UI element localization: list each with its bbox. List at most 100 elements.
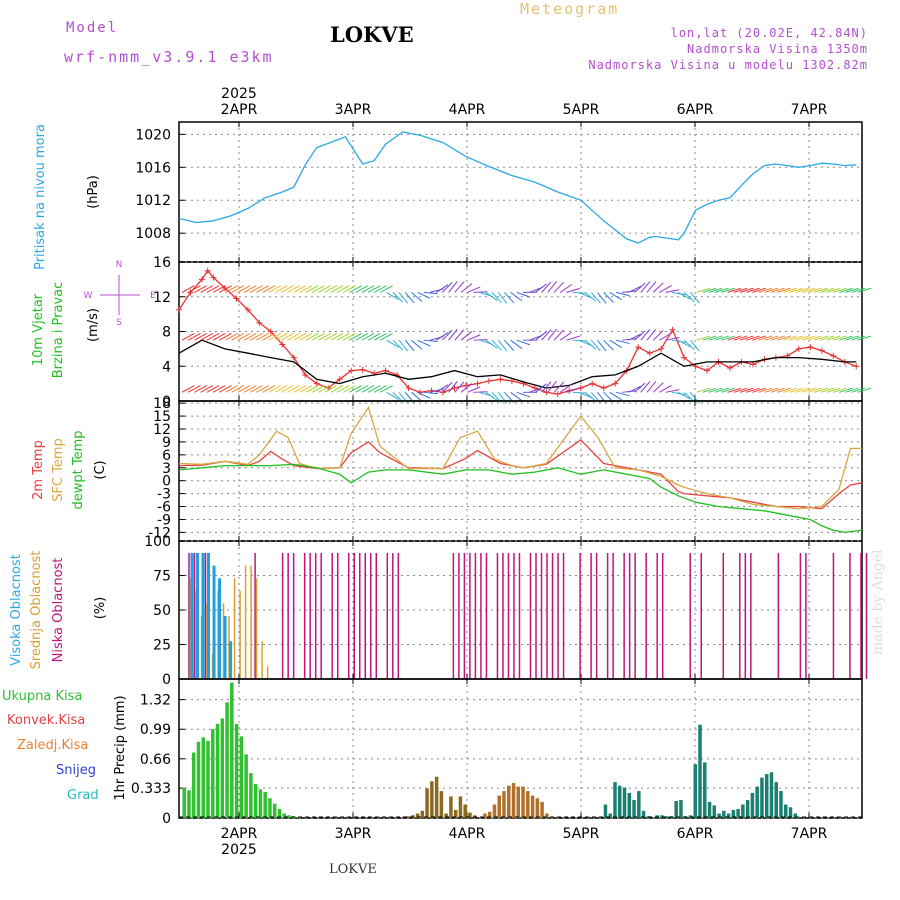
precip-bar [277, 809, 282, 818]
precip-bar [468, 812, 472, 818]
wind-barb [739, 287, 754, 293]
wind-barb [665, 389, 680, 393]
wind-barb [733, 335, 748, 341]
wind-barb [373, 333, 387, 341]
wind-barb [280, 333, 294, 341]
wind-barb [218, 385, 232, 393]
wind-barb [696, 287, 711, 293]
wind-point [704, 367, 711, 374]
wind-barb [677, 391, 691, 400]
wind-barb [845, 387, 859, 393]
precip-bar [745, 800, 750, 818]
wind-barb [460, 331, 473, 341]
wind-barb [473, 391, 488, 393]
wind-barb [330, 285, 344, 293]
wind-barb [218, 333, 232, 341]
wind-point [497, 376, 504, 383]
wind-barb [628, 333, 642, 341]
wind-barb [342, 385, 356, 393]
wind-barb [845, 287, 859, 293]
bottom-date-label: 3APR [335, 826, 372, 842]
precip-bar [774, 782, 778, 818]
precip-bar [272, 803, 277, 818]
ytick-label: 1016 [135, 160, 171, 176]
wind-barb [845, 335, 859, 341]
wind-barb [510, 339, 523, 349]
wind-barb [212, 385, 226, 393]
wind-barb [380, 333, 393, 341]
precip-bar [182, 787, 186, 818]
wind-barb [640, 329, 651, 341]
wind-barb [584, 391, 597, 402]
precip-bar [660, 815, 664, 818]
wind-point [290, 354, 297, 361]
wind-barb [659, 384, 672, 393]
wind-barb [851, 287, 866, 293]
wind-barb [665, 289, 680, 293]
wind-barb [200, 333, 214, 341]
top-date-label: 4APR [449, 102, 486, 118]
wind-barb [194, 385, 207, 393]
meteogram-title: Meteogram [520, 0, 620, 18]
wind-point [612, 380, 619, 387]
precip-bar [268, 798, 272, 818]
wind-barb [789, 387, 804, 393]
precip-bar [526, 791, 530, 818]
wind-barb [187, 285, 201, 293]
wind-barb [634, 282, 646, 293]
wind-barb [590, 339, 601, 352]
precip-bar [463, 804, 467, 818]
bottom-date-label: 2APR [221, 826, 258, 842]
wind-barb [442, 381, 453, 393]
ytick-label: -3 [157, 487, 171, 503]
wind-point [279, 341, 286, 348]
legend-snow: Snijeg [56, 763, 96, 778]
precip-bar [530, 795, 535, 818]
wind-barb [330, 333, 344, 341]
wind-barb [473, 291, 488, 293]
ytick-label: -6 [157, 500, 171, 516]
wind-barb [373, 285, 387, 293]
wind-barb [231, 333, 245, 341]
wind-barb [287, 385, 300, 393]
wind-point [795, 345, 802, 352]
precip-bar [545, 813, 549, 818]
wind-barb [758, 287, 773, 293]
wind-barb [715, 335, 729, 341]
wind-barb [336, 385, 350, 393]
wind-barb [640, 281, 651, 293]
precip-bar [784, 804, 788, 818]
wind-barb [634, 382, 646, 393]
year-label-bottom: 2025 [221, 842, 257, 858]
precip-bar [693, 764, 697, 818]
wind-barb [739, 387, 754, 393]
wind-barb [746, 287, 760, 293]
wind-barb [721, 335, 735, 341]
temp-label-sfc: SFC Temp [51, 438, 66, 502]
wind-barb [411, 339, 423, 350]
precip-bar [679, 800, 683, 818]
precip-bar [521, 786, 525, 818]
wind-barb [212, 333, 226, 341]
precip-bar [674, 800, 678, 818]
wind-barb [237, 285, 251, 293]
series-line [178, 405, 862, 510]
wind-barb [808, 387, 822, 393]
temp-label-dew: dewpt Temp [71, 430, 86, 509]
elevation-info: Nadmorska Visina 1350m [687, 42, 868, 56]
precip-bar [627, 792, 632, 818]
top-date-label: 5APR [563, 102, 600, 118]
wind-barb [349, 333, 362, 341]
wind-barb [746, 335, 760, 341]
precip-bar [664, 816, 669, 818]
wind-barb [808, 287, 822, 293]
wind-barb [467, 286, 481, 293]
wind-barb [814, 335, 828, 341]
wind-label-1: 10m Vjetar [31, 293, 46, 366]
ytick-label: 12 [153, 422, 171, 438]
wind-barb [646, 281, 657, 293]
ytick-label: 8 [162, 325, 171, 341]
ytick-label: 100 [144, 534, 171, 550]
wind-point [462, 382, 469, 389]
